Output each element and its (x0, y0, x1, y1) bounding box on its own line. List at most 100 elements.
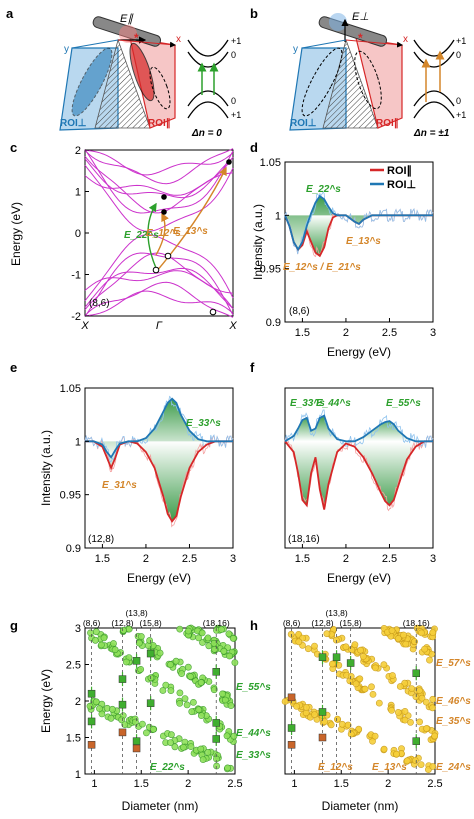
axes-g: 1 1.5 2 2.5 3 2.5 2 1.5 1 (66, 623, 243, 790)
transition-point (198, 629, 206, 637)
raw-trace (284, 409, 434, 448)
transition-point (417, 761, 425, 768)
chirality-top-label: (13,8) (325, 608, 347, 618)
y-axis-label-g: Energy (eV) (39, 669, 53, 733)
axes-e: 1.5 2 2.5 3 1.05 1 0.95 0.9 (60, 383, 236, 565)
chirality-label-c: (8,6) (89, 298, 110, 309)
x-tick-label: 1 (291, 778, 297, 790)
x-axis-label-f: Energy (eV) (327, 571, 391, 585)
valence-band (84, 234, 234, 302)
measured-point (318, 708, 327, 716)
transition-point (123, 658, 130, 666)
y-tick-label-c: 0 (75, 228, 81, 240)
y-tick-label-c: -1 (71, 270, 81, 282)
x-tick-label: 2 (185, 778, 191, 790)
transition-point (188, 708, 196, 716)
raw-trace (84, 434, 234, 528)
transition-point (178, 670, 185, 677)
measured-point (332, 653, 341, 661)
transition-point (92, 628, 100, 636)
measured-point (132, 657, 141, 665)
peak-label-f-e55: E_55^s (386, 398, 421, 409)
measured-point-cross (87, 741, 96, 749)
transition-point (368, 683, 375, 691)
transition-point (418, 629, 425, 637)
transition-point (226, 652, 233, 660)
transition-point (229, 635, 237, 642)
transition-point (167, 687, 175, 694)
legend-roi-par: ROI∥ (387, 165, 412, 177)
band-label-h-e46: E_46^s (436, 696, 471, 707)
x-tick-label: 3 (430, 327, 436, 339)
transition-point (138, 720, 146, 728)
transition-point (100, 634, 108, 642)
transition-point (137, 633, 145, 640)
x-tick-label: 1.5 (134, 778, 149, 790)
measured-point (118, 675, 127, 683)
fill-par (285, 215, 433, 256)
axes-h: 1 1.5 2 2.5 (291, 770, 443, 790)
band-label-h-e13: E_13^s (372, 762, 407, 773)
band-label-g-e33: E_33^s (236, 750, 271, 761)
e-parallel-label: E∥ (120, 13, 134, 25)
transition-point (98, 641, 105, 649)
transition-point (159, 687, 167, 694)
chirality-top-label: (8,6) (83, 618, 101, 628)
measured-point (346, 659, 355, 667)
transition-point (156, 649, 164, 657)
transition-point (110, 640, 117, 647)
chirality-top-label: (18,16) (403, 618, 430, 628)
fit-ROI∥ (85, 440, 233, 523)
y-tick-label: 1 (75, 769, 81, 781)
transition-point (328, 660, 336, 668)
measured-point (87, 689, 96, 698)
transition-point (323, 630, 331, 638)
transition-point (400, 631, 407, 639)
transition-point (418, 694, 426, 702)
x-axis-label-d: Energy (eV) (327, 345, 391, 359)
transition-point (197, 712, 205, 719)
band-label-h-e12: E_12^s (318, 762, 353, 773)
transition-point (199, 756, 207, 763)
transition-point (176, 700, 184, 707)
transition-point (86, 702, 94, 710)
y-tick-label: 1.05 (60, 383, 81, 395)
transition-point (375, 699, 383, 707)
measured-point (118, 700, 127, 709)
transition-point (380, 661, 388, 669)
panel-letter-b: b (250, 6, 258, 21)
band-structure (84, 148, 234, 318)
transition-point (351, 641, 359, 649)
band-label-g-e55: E_55^s (236, 682, 271, 693)
measured-point-cross (118, 728, 127, 737)
x-tick-label: 2.5 (382, 327, 397, 339)
level-label-a2: 0 (231, 50, 236, 60)
transition-point (121, 721, 129, 728)
y-tick-label: 1.5 (66, 733, 81, 745)
x-tick-label: 1.5 (95, 553, 110, 565)
band-label-h-e35: E_35^s (436, 716, 471, 727)
transition-point (356, 675, 364, 683)
transition-point (408, 685, 416, 692)
transition-point (352, 680, 360, 688)
lobe-perp-a (71, 47, 113, 117)
transition-point (171, 743, 179, 751)
transition-point (357, 646, 364, 654)
transition-point (189, 699, 197, 706)
transition-point (87, 629, 94, 637)
spectrum-f (284, 409, 434, 512)
transition-point (311, 642, 318, 650)
transition-point (220, 647, 228, 655)
measured-point (212, 735, 220, 743)
y-axis-label-c: Energy (eV) (9, 202, 23, 266)
chirality-label-f: (18,16) (288, 534, 320, 545)
panel-letter-g: g (10, 618, 18, 633)
chirality-markers-h: (8,6) (12,8)(13,8)(15,8) (18,16) (283, 608, 430, 628)
transition-point (172, 657, 180, 665)
x-tick-label: 2.5 (227, 778, 242, 790)
laser-spot-a (119, 25, 137, 43)
peak-label-e-e33: E_33^s (186, 418, 221, 429)
transition-point (176, 625, 184, 633)
transition-point (221, 696, 229, 704)
